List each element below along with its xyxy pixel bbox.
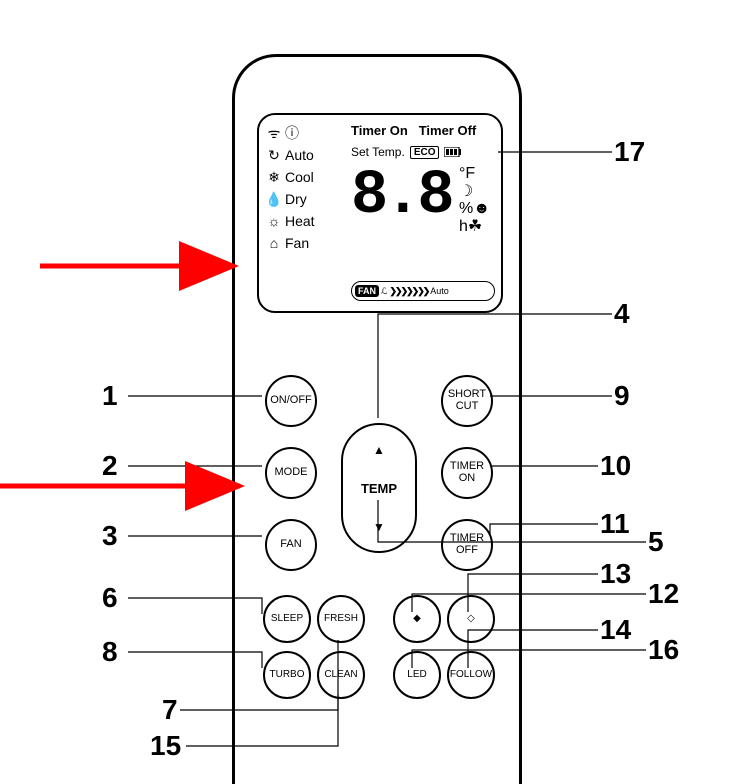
wifi-icon: ᯤ	[267, 123, 281, 145]
callout-9: 9	[614, 380, 630, 412]
mode-fan: Fan	[285, 233, 309, 255]
set-temp-row: Set Temp. ECO	[351, 145, 462, 159]
callout-1: 1	[102, 380, 118, 412]
follow-button[interactable]: FOLLOW	[447, 651, 495, 699]
lcd-display: ᯤⓘ ↻Auto ❄Cool 💧Dry ☼Heat ⌂Fan Timer On …	[257, 113, 503, 313]
callout-8: 8	[102, 636, 118, 668]
battery-icon	[444, 147, 462, 157]
cool-icon: ❄	[267, 167, 281, 189]
unit-f: °F	[459, 165, 490, 183]
callout-13: 13	[600, 558, 631, 590]
swing-horiz-icon: ◇	[467, 614, 475, 625]
fan-button[interactable]: FAN	[265, 519, 317, 571]
callout-12: 12	[648, 578, 679, 610]
callout-17: 17	[614, 136, 645, 168]
swing-vert-icon: ◆	[413, 614, 421, 625]
swing-vert-button[interactable]: ◆	[393, 595, 441, 643]
fan-speed-bar: FAN ℒ ❯❯❯❯❯❯❯ Auto	[351, 281, 495, 301]
timer-on-label: Timer On	[351, 123, 408, 138]
fresh-button[interactable]: FRESH	[317, 595, 365, 643]
clean-button[interactable]: CLEAN	[317, 651, 365, 699]
sleep-button[interactable]: SLEEP	[263, 595, 311, 643]
set-temp-label: Set Temp.	[351, 145, 405, 159]
fan-auto-label: Auto	[430, 286, 449, 296]
remote-body: ᯤⓘ ↻Auto ❄Cool 💧Dry ☼Heat ⌂Fan Timer On …	[232, 54, 522, 784]
swing-horiz-button[interactable]: ◇	[447, 595, 495, 643]
callout-14: 14	[600, 614, 631, 646]
callout-11: 11	[600, 508, 630, 540]
eco-badge: ECO	[410, 146, 440, 159]
unit-side: °F ☽ %☻ h☘	[459, 165, 490, 235]
temp-label: TEMP	[361, 481, 397, 496]
fan-tag: FAN	[355, 285, 379, 297]
heat-icon: ☼	[267, 211, 281, 233]
led-button[interactable]: LED	[393, 651, 441, 699]
mode-auto: Auto	[285, 145, 314, 167]
callout-7: 7	[162, 694, 178, 726]
silent-icon: ℒ	[381, 286, 387, 297]
mode-cool: Cool	[285, 167, 314, 189]
moon-icon: ☽	[459, 183, 473, 200]
turbo-button[interactable]: TURBO	[263, 651, 311, 699]
auto-icon: ↻	[267, 145, 281, 167]
timer-labels: Timer On Timer Off	[351, 123, 476, 138]
timer-off-button[interactable]: TIMER OFF	[441, 519, 493, 571]
fan-chevrons: ❯❯❯❯❯❯❯	[389, 286, 428, 297]
mode-button[interactable]: MODE	[265, 447, 317, 499]
info-icon: ⓘ	[285, 123, 299, 145]
temp-down-icon: ▼	[373, 520, 385, 534]
temp-up-icon: ▲	[373, 443, 385, 457]
segment-display: 8.8	[351, 165, 451, 227]
fan-icon: ⌂	[267, 233, 281, 255]
timer-on-button[interactable]: TIMER ON	[441, 447, 493, 499]
dry-icon: 💧	[267, 189, 281, 211]
timer-off-label: Timer Off	[419, 123, 477, 138]
callout-3: 3	[102, 520, 118, 552]
mode-list: ᯤⓘ ↻Auto ❄Cool 💧Dry ☼Heat ⌂Fan	[267, 123, 345, 255]
callout-15: 15	[150, 730, 181, 762]
mode-dry: Dry	[285, 189, 307, 211]
temp-button[interactable]: ▲ TEMP ▼	[341, 423, 417, 553]
callout-10: 10	[600, 450, 631, 482]
callout-6: 6	[102, 582, 118, 614]
callout-16: 16	[648, 634, 679, 666]
callout-2: 2	[102, 450, 118, 482]
mode-heat: Heat	[285, 211, 315, 233]
leaf-icon: ☘	[468, 218, 482, 235]
callout-4: 4	[614, 298, 630, 330]
shortcut-button[interactable]: SHORT CUT	[441, 375, 493, 427]
person-icon: ☻	[473, 200, 490, 217]
onoff-button[interactable]: ON/OFF	[265, 375, 317, 427]
callout-5: 5	[648, 526, 664, 558]
